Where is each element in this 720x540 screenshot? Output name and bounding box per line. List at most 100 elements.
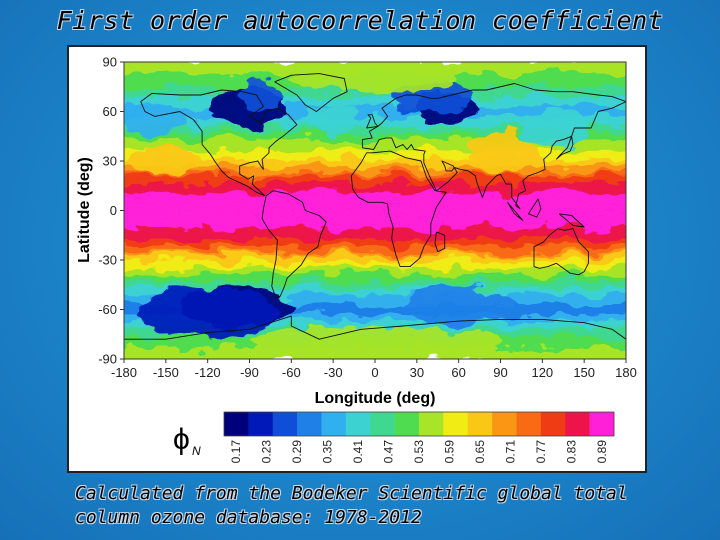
colorbar-tick-label: 0.47 bbox=[382, 440, 396, 464]
coastline bbox=[261, 190, 327, 299]
caption-line-2: column ozone database: 1978-2012 bbox=[75, 507, 422, 528]
heatmap-region bbox=[124, 103, 183, 136]
coastline bbox=[528, 198, 542, 218]
colorbar-swatch bbox=[248, 412, 274, 436]
y-tick-label: -90 bbox=[98, 352, 117, 367]
heatmap-band bbox=[124, 159, 626, 164]
slide-title: First order autocorrelation coefficient bbox=[56, 6, 664, 35]
heatmap-band bbox=[124, 311, 626, 316]
heatmap-region bbox=[137, 286, 278, 340]
heatmap-band bbox=[124, 113, 626, 118]
heatmap-band bbox=[124, 291, 626, 296]
x-tick-label: -30 bbox=[324, 365, 343, 380]
heatmap-band bbox=[124, 139, 626, 144]
colorbar-swatch bbox=[345, 412, 371, 436]
colorbar-tick-label: 0.35 bbox=[321, 440, 335, 464]
y-tick-label: -60 bbox=[98, 302, 117, 317]
colorbar-tick-label: 0.23 bbox=[260, 440, 274, 464]
heatmap-band bbox=[124, 231, 626, 236]
heatmap-band bbox=[124, 307, 626, 312]
heatmap-band bbox=[124, 288, 626, 292]
heatmap-band bbox=[124, 198, 626, 203]
heatmap-band bbox=[124, 215, 626, 220]
heatmap-band bbox=[124, 258, 626, 263]
coastline bbox=[350, 150, 447, 268]
heatmap-band bbox=[124, 96, 626, 101]
colorbar-swatch bbox=[492, 412, 517, 436]
heatmap-band bbox=[124, 165, 626, 170]
x-tick-label: 90 bbox=[493, 365, 507, 380]
heatmap-region bbox=[249, 326, 501, 359]
heatmap-band bbox=[124, 185, 626, 190]
heatmap-band bbox=[124, 264, 626, 269]
colorbar-tick-label: 0.83 bbox=[564, 440, 578, 464]
heatmap-band bbox=[124, 129, 626, 134]
colorbar-swatch bbox=[467, 412, 493, 436]
x-axis: -180 -150 -120 -90 -60 -30 0 30 60 90 120 150 180 bbox=[111, 359, 637, 380]
heatmap-band bbox=[124, 169, 626, 174]
heatmap-band bbox=[124, 304, 626, 309]
heatmap-band bbox=[124, 255, 626, 259]
heatmap-region bbox=[291, 62, 459, 95]
y-tick-label: 30 bbox=[103, 154, 117, 169]
heatmap-band bbox=[124, 179, 626, 184]
coastline bbox=[555, 135, 574, 160]
colorbar-swatch bbox=[443, 412, 469, 436]
heatmap-band bbox=[124, 218, 626, 223]
heatmap-band bbox=[124, 294, 626, 299]
heatmap-band bbox=[124, 189, 626, 193]
colorbar-swatch bbox=[224, 412, 249, 436]
heatmap-band bbox=[124, 248, 626, 253]
heatmap-band bbox=[124, 212, 626, 217]
heatmap-band bbox=[124, 205, 626, 210]
coastline bbox=[124, 315, 626, 340]
coastline bbox=[140, 89, 298, 197]
x-tick-label: -60 bbox=[282, 365, 301, 380]
heatmap-band bbox=[124, 152, 626, 157]
heatmap-band bbox=[124, 175, 626, 180]
caption-line-1: Calculated from the Bodeker Scientific g… bbox=[75, 483, 628, 504]
colorbar-swatch bbox=[321, 412, 347, 436]
coastline bbox=[507, 202, 524, 221]
heatmap-band bbox=[124, 222, 626, 226]
heatmap-band bbox=[124, 149, 626, 154]
heatmap-band bbox=[124, 281, 626, 286]
heatmap-band bbox=[124, 172, 626, 177]
chart-frame: -180 -150 -120 -90 -60 -30 0 30 60 90 120 150 180 90… bbox=[67, 45, 647, 473]
heatmap-band bbox=[124, 99, 626, 104]
colorbar-swatch bbox=[516, 412, 542, 436]
heatmap-band bbox=[124, 103, 626, 108]
heatmap-field bbox=[124, 62, 626, 359]
heatmap-band bbox=[124, 271, 626, 276]
x-tick-label: -180 bbox=[111, 365, 137, 380]
colorbar-swatch bbox=[565, 412, 590, 436]
heatmap-band bbox=[124, 251, 626, 256]
heatmap-region bbox=[305, 106, 362, 133]
heatmap-band bbox=[124, 225, 626, 230]
y-tick-label: 0 bbox=[110, 203, 117, 218]
heatmap-band bbox=[124, 228, 626, 233]
heatmap-region bbox=[521, 109, 592, 147]
colorbar-tick-label: 0.17 bbox=[229, 440, 243, 464]
heatmap-region bbox=[130, 147, 201, 175]
heatmap-band bbox=[124, 235, 626, 240]
heatmap-band bbox=[124, 301, 626, 306]
heatmap-band bbox=[124, 284, 626, 289]
y-tick-label: 60 bbox=[103, 104, 117, 119]
colorbar-swatch bbox=[272, 412, 298, 436]
heatmap-band bbox=[124, 208, 626, 213]
colorbar-label: ϕ N bbox=[173, 423, 201, 458]
heatmap-band bbox=[124, 142, 626, 147]
heatmap-band bbox=[124, 202, 626, 207]
x-tick-label: 150 bbox=[573, 365, 595, 380]
heatmap-band bbox=[124, 136, 626, 141]
heatmap-band bbox=[124, 93, 626, 98]
coastline bbox=[434, 231, 446, 253]
colorbar-tick-label: 0.77 bbox=[534, 440, 548, 464]
x-tick-label: -120 bbox=[195, 365, 221, 380]
coastline bbox=[361, 83, 626, 210]
colorbar-tick-label: 0.29 bbox=[290, 440, 304, 464]
heatmap-band bbox=[124, 182, 626, 187]
heatmap-band bbox=[124, 195, 626, 200]
heatmap-band bbox=[124, 278, 626, 283]
